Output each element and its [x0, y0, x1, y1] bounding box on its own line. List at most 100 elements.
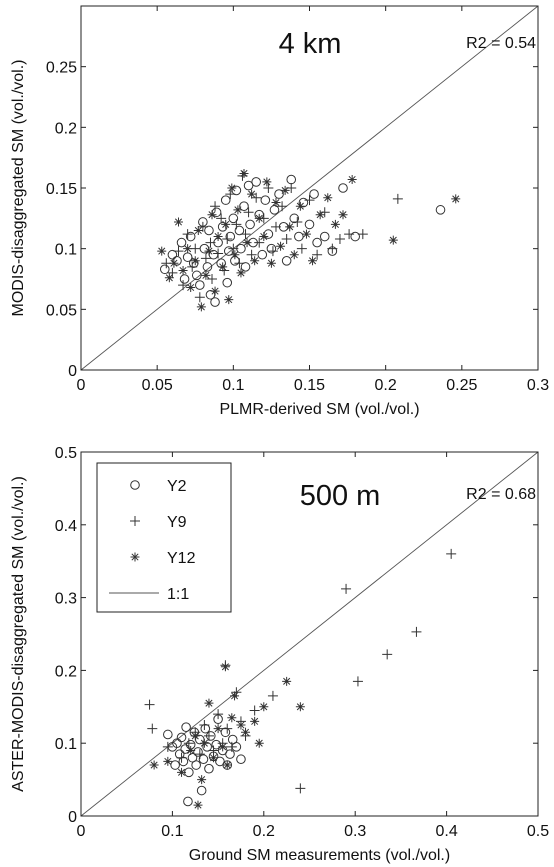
data-point — [251, 177, 261, 187]
data-point — [254, 738, 264, 748]
data-point — [411, 626, 422, 637]
data-point — [277, 201, 288, 212]
data-point — [309, 189, 319, 199]
data-point — [194, 292, 205, 303]
data-point — [296, 243, 307, 254]
data-point — [352, 676, 363, 687]
data-point — [251, 192, 262, 203]
data-point — [199, 243, 210, 254]
data-point — [274, 189, 284, 199]
data-point — [289, 250, 299, 260]
data-point — [382, 649, 393, 660]
y-tick-label: 0.1 — [55, 736, 77, 753]
y-tick-label: 0.25 — [46, 60, 77, 77]
data-point — [247, 189, 257, 199]
data-point — [250, 716, 260, 726]
data-point — [271, 198, 281, 208]
x-axis-label: PLMR-derived SM (vol./vol.) — [219, 401, 419, 418]
data-point — [213, 709, 224, 720]
data-point — [209, 753, 219, 763]
legend-entry: 1:1 — [167, 586, 189, 603]
data-point — [172, 256, 182, 266]
x-axis-label: Ground SM measurements (vol./vol.) — [189, 847, 450, 864]
data-point — [295, 702, 305, 712]
data-point — [191, 760, 201, 770]
data-point — [213, 724, 223, 734]
series-y12 — [157, 168, 461, 312]
data-point — [207, 274, 218, 284]
panel-label: 4 km — [279, 28, 342, 60]
data-point — [213, 232, 223, 242]
data-point — [295, 201, 305, 211]
data-point — [194, 749, 205, 760]
data-point — [234, 225, 245, 236]
data-point — [196, 302, 206, 312]
data-point — [344, 229, 355, 240]
legend-marker — [130, 480, 140, 490]
data-point — [197, 775, 207, 785]
data-point — [185, 231, 196, 242]
y-tick-label: 0.05 — [46, 302, 77, 319]
data-point — [319, 231, 330, 242]
series-y2 — [159, 174, 446, 307]
data-point — [254, 213, 264, 223]
data-point — [319, 207, 330, 218]
data-point — [222, 760, 232, 770]
data-point — [181, 722, 191, 732]
data-point — [190, 256, 200, 266]
data-point — [257, 249, 268, 260]
data-point — [167, 249, 178, 260]
data-point — [225, 231, 236, 242]
x-tick-label: 0.1 — [161, 823, 183, 840]
data-point — [193, 747, 203, 757]
data-point — [199, 720, 210, 730]
data-point — [222, 233, 233, 244]
data-point — [338, 183, 348, 193]
y-axis-label: ASTER-MODIS-disaggregated SM (vol./vol.) — [10, 476, 27, 792]
data-point — [241, 727, 251, 737]
data-point — [286, 174, 297, 185]
data-point — [205, 237, 216, 248]
data-point — [178, 756, 189, 767]
data-point — [182, 229, 193, 240]
r2-annotation: R2 = 0.54 — [466, 35, 536, 52]
data-point — [227, 713, 237, 723]
data-point — [435, 205, 446, 215]
y-tick-label: 0.15 — [46, 181, 77, 198]
data-point — [180, 744, 190, 754]
data-point — [193, 800, 203, 810]
y-tick-label: 0 — [68, 363, 77, 380]
data-point — [227, 183, 237, 193]
data-point — [230, 250, 240, 260]
data-point — [220, 662, 230, 672]
data-point — [240, 229, 251, 240]
x-tick-label: 0.3 — [344, 823, 366, 840]
data-point — [179, 274, 190, 284]
x-tick-label: 0.4 — [435, 823, 457, 840]
chart-panel-2: 0 0.1 0.2 0.3 0.4 0.5 0 0.1 0.2 0.3 0.4 0.5 Ground S… — [10, 445, 549, 864]
data-point — [186, 745, 196, 755]
data-point — [228, 243, 239, 254]
data-point — [208, 249, 219, 260]
data-point — [188, 258, 199, 269]
x-tick-label: 0.5 — [527, 823, 549, 840]
data-point — [176, 752, 187, 763]
data-point — [260, 195, 271, 205]
data-point — [341, 583, 352, 594]
data-point — [347, 175, 357, 185]
data-point — [216, 258, 226, 269]
data-point — [259, 232, 269, 242]
data-point — [267, 690, 278, 701]
data-point — [270, 221, 281, 232]
data-point — [225, 189, 236, 200]
x-tick-label: 0.2 — [253, 823, 275, 840]
data-point — [191, 270, 202, 281]
data-point — [243, 207, 254, 218]
data-point — [173, 246, 184, 257]
y-tick-label: 0.2 — [55, 120, 77, 137]
data-point — [239, 168, 249, 178]
data-point — [224, 295, 234, 305]
data-point — [178, 266, 188, 276]
data-point — [334, 233, 345, 244]
